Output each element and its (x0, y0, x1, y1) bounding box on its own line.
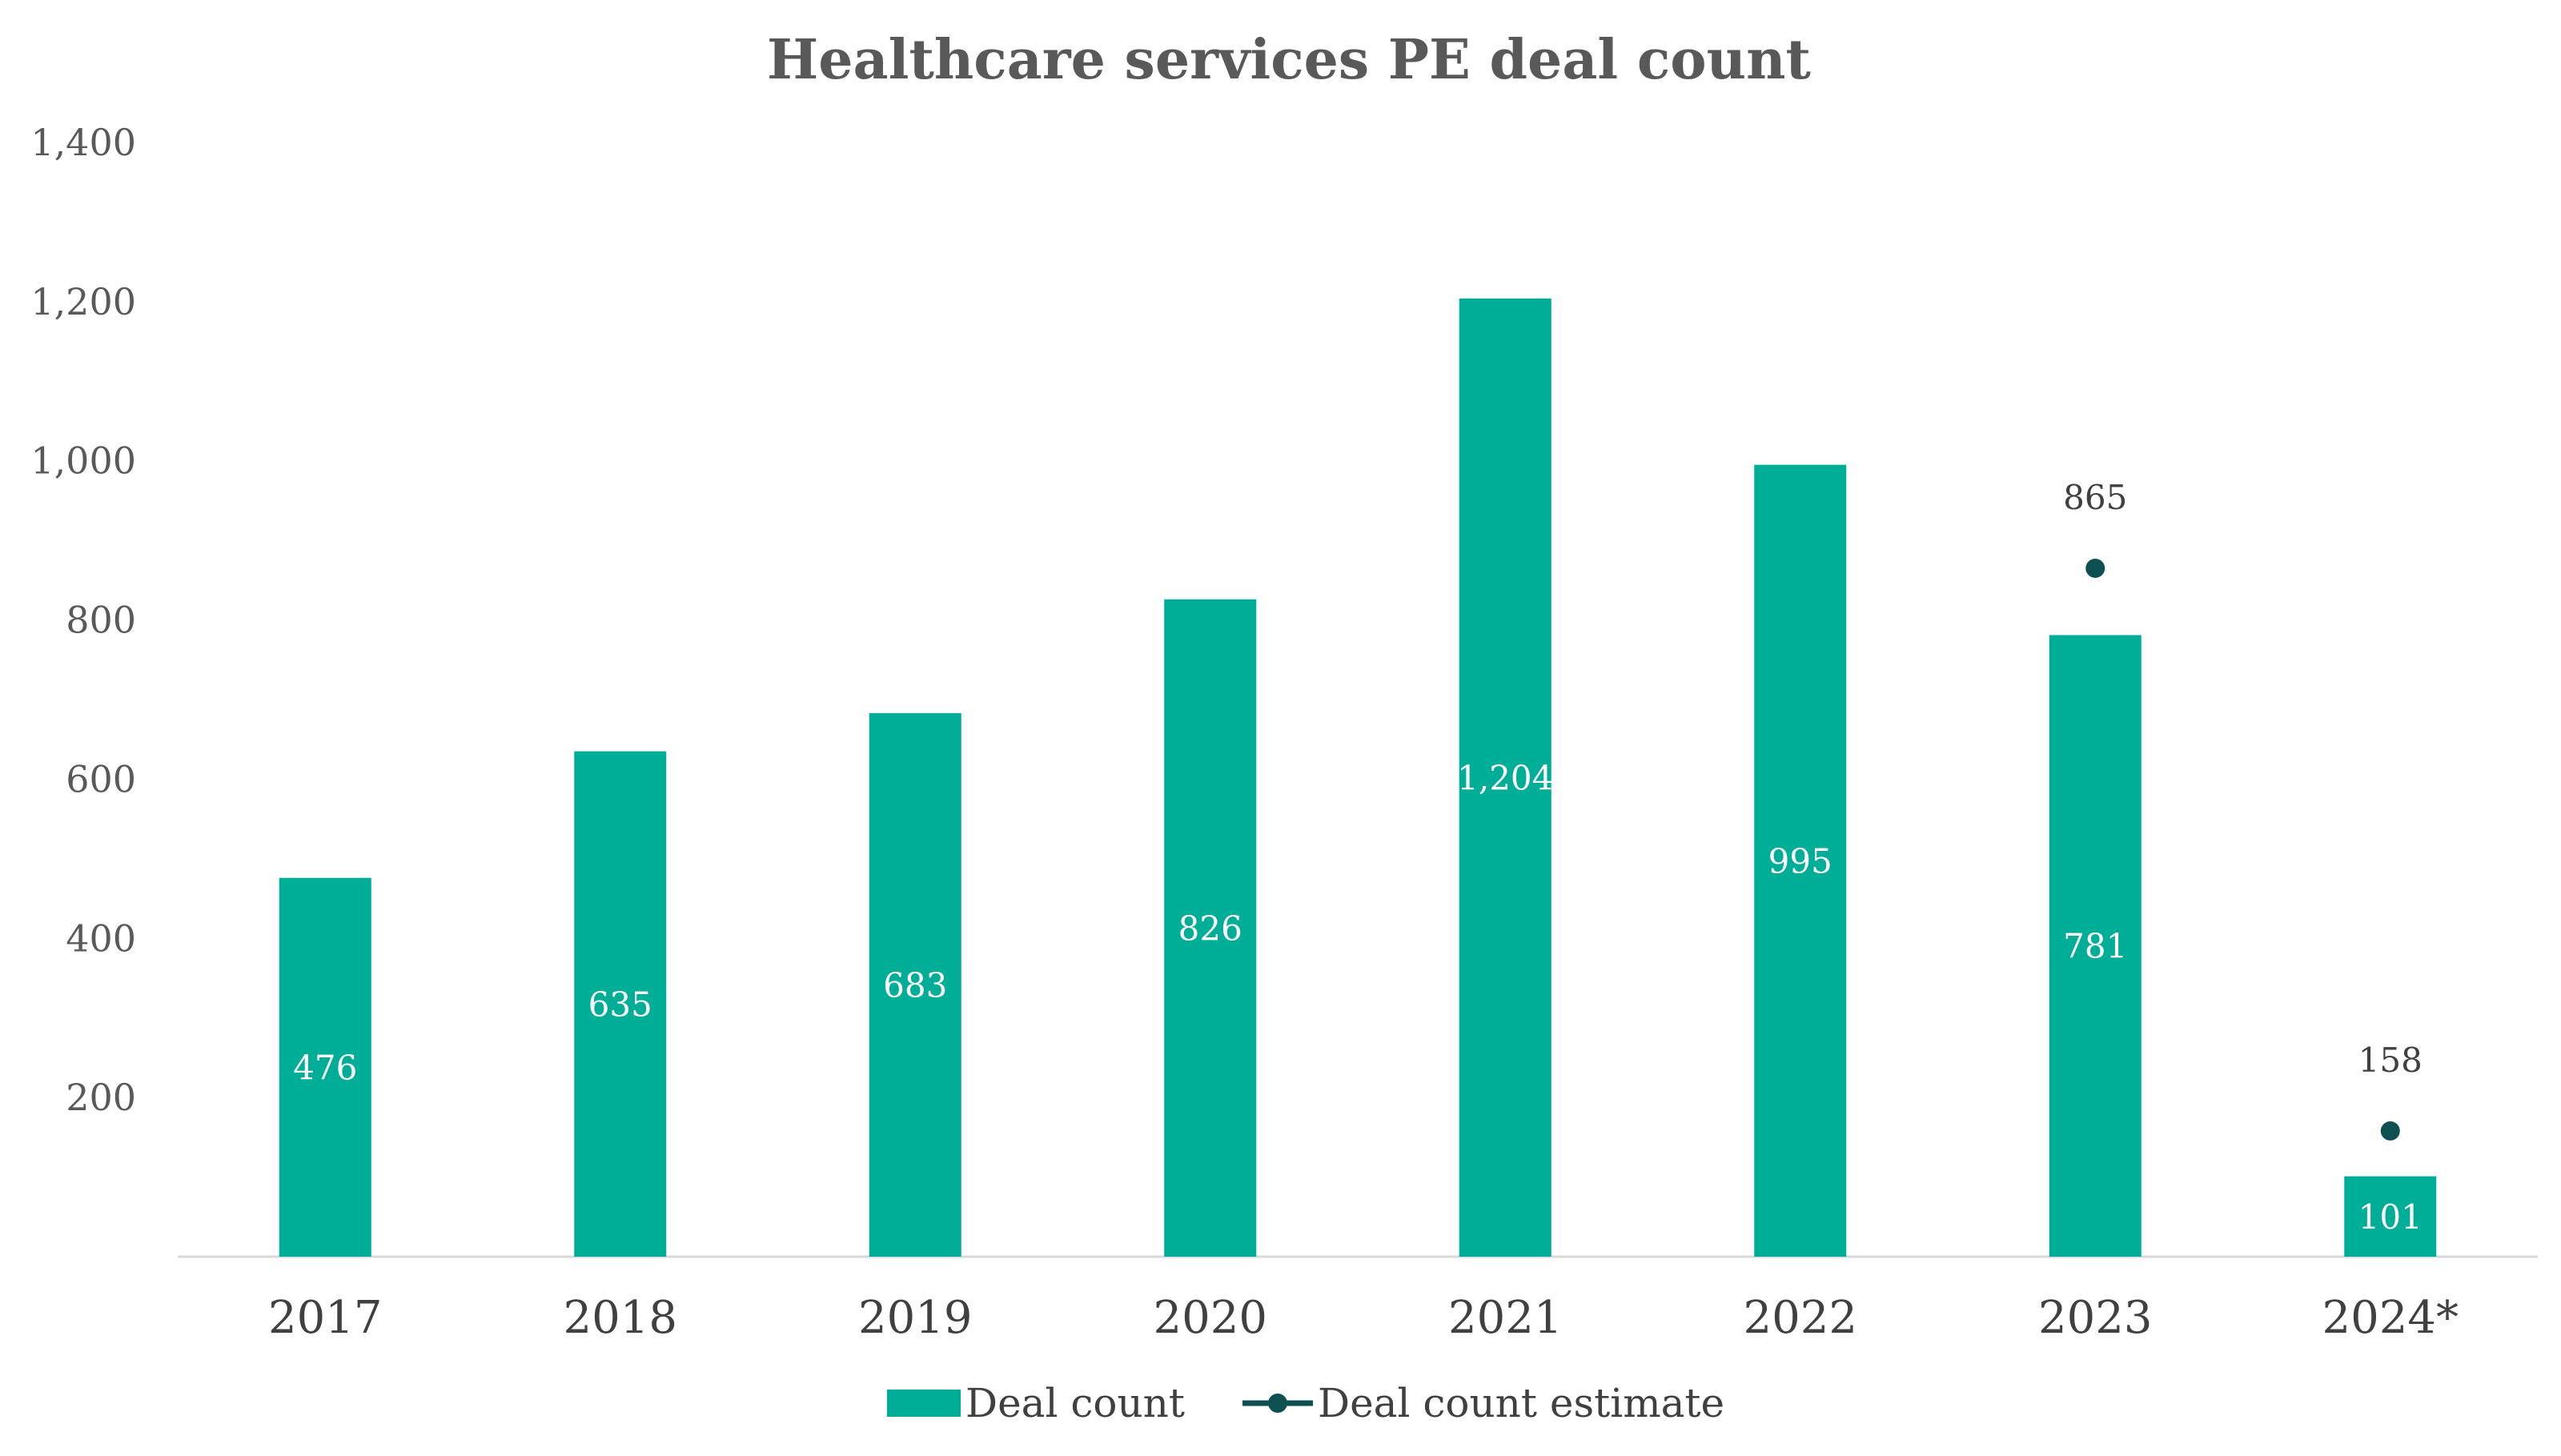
x-tick-label-2022: 2022 (1743, 1292, 1857, 1344)
legend-swatch-deal-count (887, 1390, 961, 1417)
legend-label-deal-count: Deal count (965, 1380, 1185, 1426)
estimate-value-label-2024: 158 (2358, 1041, 2423, 1080)
bar-value-label-2019: 683 (883, 965, 947, 1005)
y-tick-label-800: 800 (66, 599, 136, 642)
bar-value-label-2018: 635 (588, 985, 652, 1024)
legend-marker-deal-count-estimate (1268, 1394, 1287, 1413)
bar-value-label-2020: 826 (1178, 908, 1242, 948)
bar-2017 (279, 877, 371, 1257)
bar-2021 (1459, 298, 1551, 1257)
bar-2022 (1754, 464, 1847, 1257)
legend-item-deal-count-estimate: Deal count estimate (1242, 1380, 1724, 1426)
bar-labels: 476 635 683 826 1,204 995 781 101 (293, 758, 2423, 1236)
bar-value-label-2022: 995 (1768, 841, 1832, 880)
bar-value-label-2021: 1,204 (1457, 758, 1553, 797)
x-tick-label-2024: 2024* (2322, 1292, 2459, 1344)
estimate-point-2023 (2085, 558, 2105, 578)
y-tick-label-200: 200 (66, 1076, 136, 1119)
x-tick-label-2020: 2020 (1153, 1292, 1267, 1344)
chart-title: Healthcare services PE deal count (767, 28, 1811, 92)
point-series-deal-count-estimate (2085, 558, 2400, 1141)
x-tick-label-2021: 2021 (1448, 1292, 1563, 1344)
estimate-labels: 865 158 (2063, 478, 2423, 1080)
y-tick-label-1200: 1,200 (30, 280, 136, 323)
bar-2019 (869, 712, 961, 1257)
bar-2020 (1164, 599, 1257, 1257)
y-tick-label-600: 600 (66, 757, 136, 800)
y-tick-label-400: 400 (66, 917, 136, 960)
bar-value-label-2017: 476 (293, 1048, 357, 1087)
bar-2023 (2049, 635, 2142, 1257)
bar-series-deal-count (279, 298, 2437, 1257)
bar-value-label-2023: 781 (2063, 927, 2127, 966)
x-tick-label-2023: 2023 (2038, 1292, 2153, 1344)
bar-2018 (574, 751, 667, 1257)
y-tick-label-1400: 1,400 (30, 121, 136, 164)
legend-label-deal-count-estimate: Deal count estimate (1318, 1380, 1724, 1426)
legend-item-deal-count: Deal count (887, 1380, 1185, 1426)
y-tick-label-1000: 1,000 (30, 439, 136, 483)
x-axis: 2017 2018 2019 2020 2021 2022 2023 2024* (178, 1255, 2538, 1344)
bar-value-label-2024: 101 (2358, 1197, 2423, 1237)
x-tick-label-2019: 2019 (858, 1292, 973, 1344)
bar-2024 (2344, 1176, 2437, 1257)
x-tick-label-2018: 2018 (563, 1292, 677, 1344)
y-axis: 200 400 600 800 1,000 1,200 1,400 (30, 121, 136, 1119)
estimate-point-2024 (2380, 1121, 2400, 1141)
x-tick-label-2017: 2017 (268, 1292, 383, 1344)
estimate-value-label-2023: 865 (2063, 478, 2127, 517)
legend: Deal count Deal count estimate (887, 1380, 1724, 1426)
